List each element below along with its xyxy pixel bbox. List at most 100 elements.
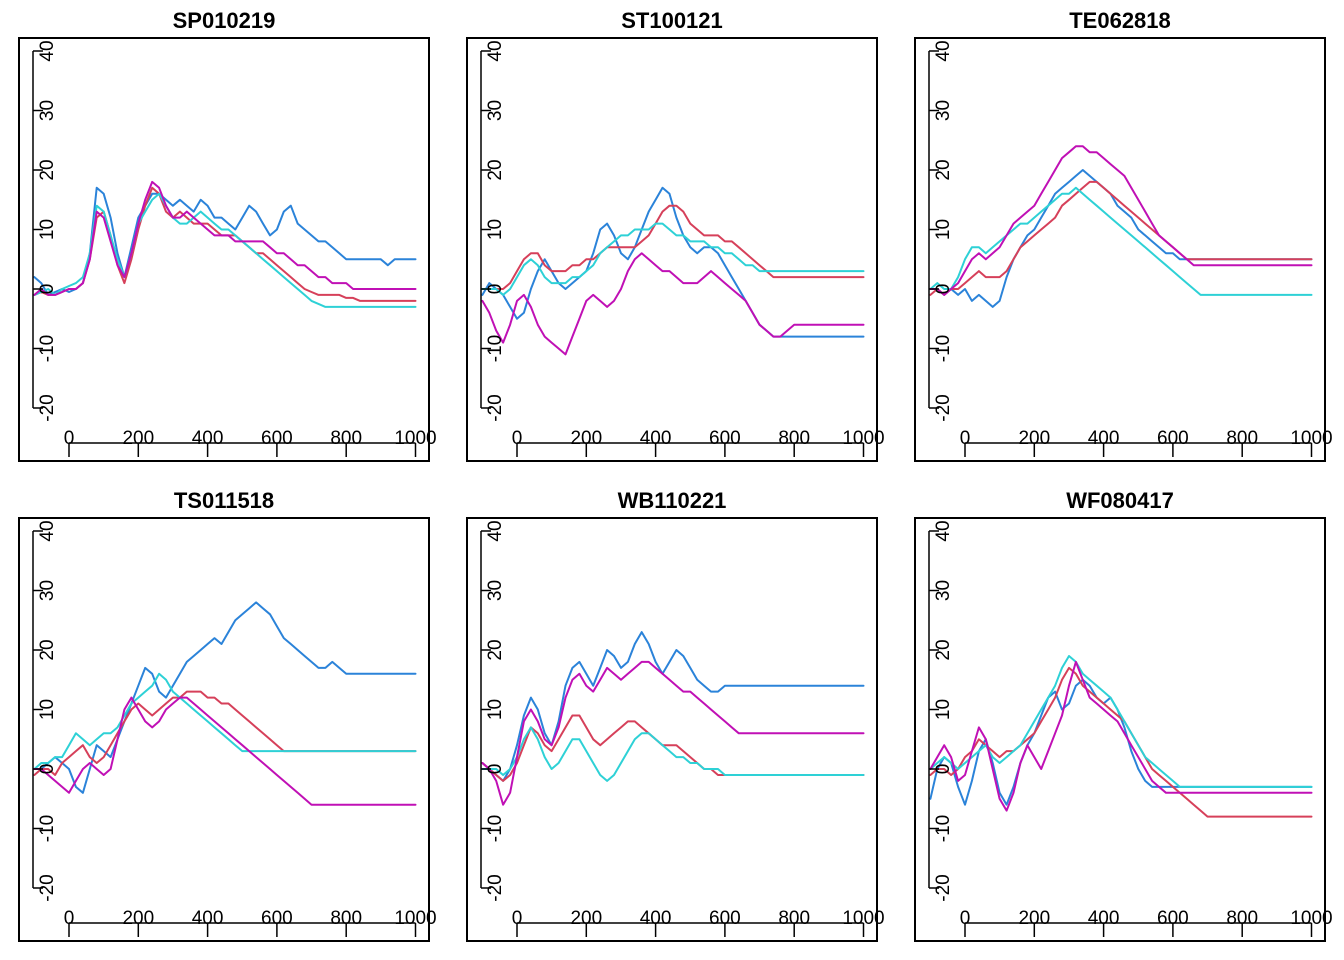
series-line-1 bbox=[929, 666, 1313, 818]
x-tick-label: 200 bbox=[570, 908, 602, 929]
y-tick-label: 0 bbox=[37, 764, 58, 775]
y-tick-label: 20 bbox=[37, 639, 58, 660]
y-tick-label: -10 bbox=[485, 815, 506, 842]
x-tick-label: 1000 bbox=[394, 428, 436, 449]
y-tick-label: -20 bbox=[37, 394, 58, 421]
y-tick-label: -10 bbox=[37, 335, 58, 362]
x-tick-label: 400 bbox=[192, 908, 224, 929]
x-tick-label: 600 bbox=[1157, 908, 1189, 929]
x-tick-label: 1000 bbox=[1290, 428, 1332, 449]
y-tick-label: -10 bbox=[933, 815, 954, 842]
x-tick-label: 0 bbox=[64, 428, 75, 449]
y-tick-label: -20 bbox=[485, 394, 506, 421]
series-line-2 bbox=[481, 222, 865, 296]
y-tick-label: 40 bbox=[485, 40, 506, 61]
x-tick-label: 400 bbox=[640, 428, 672, 449]
series-line-1 bbox=[481, 204, 865, 290]
series-line-3 bbox=[929, 660, 1313, 812]
series-line-3 bbox=[33, 696, 417, 806]
y-tick-label: 40 bbox=[933, 40, 954, 61]
y-tick-label: 20 bbox=[933, 639, 954, 660]
y-tick-label: 30 bbox=[933, 100, 954, 121]
plot-frame bbox=[466, 37, 878, 462]
x-tick-label: 800 bbox=[1226, 428, 1258, 449]
y-tick-label: 20 bbox=[933, 159, 954, 180]
y-tick-label: 10 bbox=[933, 699, 954, 720]
y-tick-label: -20 bbox=[37, 874, 58, 901]
y-tick-label: 0 bbox=[485, 764, 506, 775]
x-tick-label: 200 bbox=[570, 428, 602, 449]
x-tick-label: 800 bbox=[1226, 908, 1258, 929]
x-tick-label: 1000 bbox=[842, 908, 884, 929]
plot-frame bbox=[914, 37, 1326, 462]
panel-title: WF080417 bbox=[1066, 488, 1174, 513]
x-tick-label: 0 bbox=[512, 428, 523, 449]
x-tick-label: 600 bbox=[709, 908, 741, 929]
x-tick-label: 400 bbox=[192, 428, 224, 449]
series-line-0 bbox=[481, 631, 865, 782]
plot-frame bbox=[18, 37, 430, 462]
y-tick-label: 0 bbox=[485, 284, 506, 295]
y-tick-label: 40 bbox=[485, 520, 506, 541]
series-line-0 bbox=[33, 186, 417, 296]
x-tick-label: 600 bbox=[261, 428, 293, 449]
panel-title: SP010219 bbox=[173, 8, 276, 33]
y-tick-label: 0 bbox=[37, 284, 58, 295]
y-tick-label: -20 bbox=[933, 874, 954, 901]
y-tick-label: 20 bbox=[37, 159, 58, 180]
y-tick-label: -20 bbox=[485, 874, 506, 901]
plot-frame bbox=[18, 517, 430, 942]
x-tick-label: 0 bbox=[512, 908, 523, 929]
x-tick-label: 400 bbox=[1088, 428, 1120, 449]
series-line-1 bbox=[929, 180, 1313, 296]
x-tick-label: 200 bbox=[122, 908, 154, 929]
y-tick-label: 20 bbox=[485, 639, 506, 660]
y-tick-label: 20 bbox=[485, 159, 506, 180]
panel-title: TS011518 bbox=[174, 488, 274, 513]
x-tick-label: 1000 bbox=[842, 428, 884, 449]
y-tick-label: 40 bbox=[37, 520, 58, 541]
x-tick-label: 800 bbox=[330, 908, 362, 929]
series-line-3 bbox=[481, 660, 865, 806]
x-tick-label: 400 bbox=[1088, 908, 1120, 929]
x-tick-label: 800 bbox=[330, 428, 362, 449]
y-tick-label: 0 bbox=[933, 764, 954, 775]
series-line-2 bbox=[33, 192, 417, 308]
series-line-3 bbox=[481, 252, 865, 356]
x-tick-label: 1000 bbox=[1290, 908, 1332, 929]
y-tick-label: -10 bbox=[933, 335, 954, 362]
series-line-0 bbox=[481, 186, 865, 338]
series-line-2 bbox=[929, 655, 1313, 788]
y-tick-label: 10 bbox=[37, 219, 58, 240]
x-tick-label: 0 bbox=[64, 908, 75, 929]
panel-title: ST100121 bbox=[621, 8, 723, 33]
panel-title: TE062818 bbox=[1069, 8, 1171, 33]
x-tick-label: 1000 bbox=[394, 908, 436, 929]
y-tick-label: -20 bbox=[933, 394, 954, 421]
series-line-0 bbox=[33, 601, 417, 794]
y-tick-label: 10 bbox=[485, 219, 506, 240]
y-tick-label: -10 bbox=[37, 815, 58, 842]
y-tick-label: 30 bbox=[933, 580, 954, 601]
y-tick-label: 40 bbox=[37, 40, 58, 61]
series-line-2 bbox=[929, 186, 1313, 296]
series-line-2 bbox=[33, 672, 417, 770]
series-line-2 bbox=[481, 726, 865, 782]
x-tick-label: 200 bbox=[1018, 428, 1050, 449]
x-tick-label: 0 bbox=[960, 908, 971, 929]
x-tick-label: 0 bbox=[960, 428, 971, 449]
y-tick-label: 10 bbox=[933, 219, 954, 240]
x-tick-label: 600 bbox=[1157, 428, 1189, 449]
x-tick-label: 400 bbox=[640, 908, 672, 929]
y-tick-label: -10 bbox=[485, 335, 506, 362]
series-line-3 bbox=[33, 180, 417, 296]
plot-frame bbox=[914, 517, 1326, 942]
y-tick-label: 30 bbox=[37, 100, 58, 121]
x-tick-label: 600 bbox=[261, 908, 293, 929]
